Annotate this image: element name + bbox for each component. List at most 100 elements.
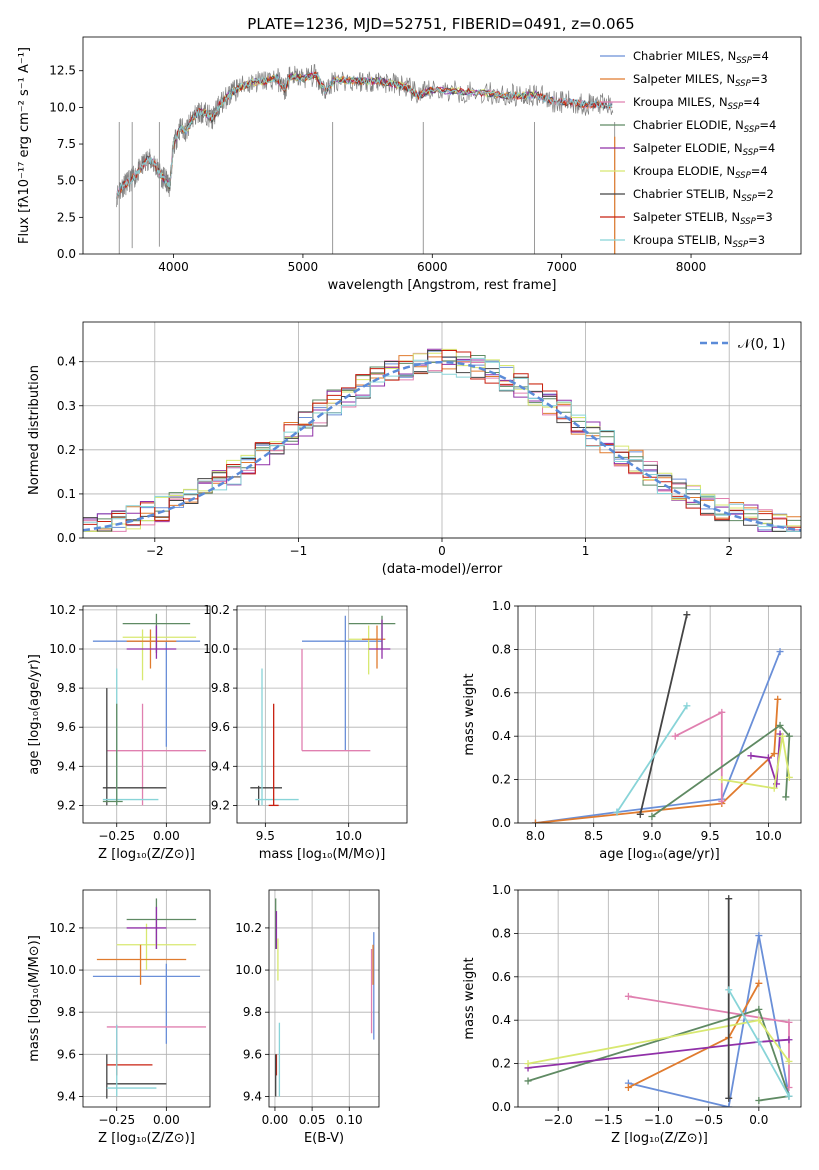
y-tick-label: 9.8: [57, 1005, 76, 1019]
weight-marker: [755, 1038, 763, 1046]
y-tick-label: 1.0: [492, 599, 511, 613]
y-tick-label: 0.8: [492, 642, 511, 656]
y-tick-label: 10.2: [203, 603, 230, 617]
y-tick-label: 12.5: [49, 64, 76, 78]
x-tick-label: 0.00: [153, 829, 180, 843]
axes-frame: [517, 889, 802, 1108]
x-tick-label: 10.0: [335, 829, 362, 843]
y-tick-label: 0.8: [492, 926, 511, 940]
legend-label: Kroupa ELODIE, NSSP=4: [633, 164, 768, 181]
y-tick-label: 0.4: [57, 355, 76, 369]
x-axis-label: age [log₁₀(age/yr)]: [599, 847, 720, 862]
model-line-8: [116, 71, 613, 200]
errorbar-point: [106, 703, 207, 806]
x-axis-label: Z [log₁₀(Z/Z⊙)]: [611, 1131, 708, 1146]
weight-marker: [776, 648, 784, 656]
weight-marker: [785, 1057, 793, 1065]
x-axis-label: wavelength [Angstrom, rest frame]: [328, 278, 557, 293]
x-tick-label: 0.00: [153, 1113, 180, 1127]
y-tick-label: 9.8: [57, 681, 76, 695]
age-vs-mass-panel: 9.5 10.0 9.2 9.4 9.6 9.8 10.0 10.2 mass [log₁₀(M…: [203, 603, 408, 862]
x-tick-label: −0.25: [98, 1113, 135, 1127]
y-tick-label: 0.2: [492, 1057, 511, 1071]
errorbar-point: [301, 649, 371, 752]
legend-label: Chabrier STELIB, NSSP=2: [633, 187, 774, 204]
x-tick-label: 4000: [158, 260, 189, 274]
y-tick-label: 0.0: [492, 1100, 511, 1114]
y-tick-label: 0.1: [57, 487, 76, 501]
residual-hist-plot-area: [83, 348, 801, 538]
errorbar-point: [255, 668, 299, 806]
weight-vs-age-grid: [518, 605, 801, 824]
age-vs-Z-panel: −0.25 0.00 9.2 9.4 9.6 9.8 10.0 10.2 Z [log₁₀(Z/…: [27, 603, 211, 862]
weight-marker: [725, 1103, 733, 1107]
age-vs-mass-grid: [237, 606, 407, 823]
observed-spectrum-line: [116, 64, 614, 208]
x-tick-label: 8000: [676, 260, 707, 274]
weight-marker: [755, 1096, 763, 1104]
weight-marker: [770, 784, 778, 792]
weight-marker: [524, 1060, 532, 1068]
y-tick-label: 0.0: [57, 531, 76, 545]
weight-marker: [718, 797, 726, 805]
axes-frame: [82, 889, 211, 1108]
y-axis-label: age [log₁₀(age/yr)]: [27, 654, 42, 775]
axes-frame: [268, 889, 380, 1108]
x-tick-label: 0.05: [299, 1113, 326, 1127]
errorbar-point: [106, 1054, 153, 1076]
x-tick-label: 9.5: [701, 829, 720, 843]
x-tick-label: −0.5: [694, 1113, 723, 1127]
weight-marker: [718, 776, 726, 784]
errorbar-point: [126, 906, 167, 949]
weight-marker: [785, 773, 793, 781]
x-tick-label: −1: [290, 544, 308, 558]
weight-vs-Z-grid: [518, 889, 801, 1108]
legend-label: Kroupa MILES, NSSP=4: [633, 95, 760, 112]
y-tick-label: 9.8: [243, 1005, 262, 1019]
weight-marker: [782, 793, 790, 801]
y-axis-label: mass weight: [462, 957, 477, 1039]
spectrum-legend: Chabrier MILES, NSSP=4 Salpeter MILES, NS…: [600, 49, 776, 250]
errorbar-point: [106, 1024, 207, 1055]
weight-marker: [774, 695, 782, 703]
x-axis-label: (data-model)/error: [382, 562, 503, 577]
weight-marker: [755, 932, 763, 940]
weight-marker: [785, 732, 793, 740]
weight-marker: [725, 1094, 733, 1102]
y-tick-label: 0.6: [492, 970, 511, 984]
y-tick-label: 7.5: [57, 137, 76, 151]
weight-marker: [725, 986, 733, 994]
weight-marker: [725, 895, 733, 903]
weight-marker: [755, 979, 763, 987]
x-tick-label: 8.0: [526, 829, 545, 843]
weight-marker: [785, 1036, 793, 1044]
weight-series-line: [639, 614, 688, 815]
weight-series-line: [674, 710, 723, 802]
errorbar-point: [102, 668, 159, 806]
x-tick-label: 0.00: [262, 1113, 289, 1127]
errorbar-point: [250, 785, 282, 806]
axes-frame: [517, 605, 802, 824]
normal-curve: [83, 360, 801, 532]
y-tick-label: 9.8: [211, 681, 230, 695]
model-line-5: [160, 71, 537, 189]
weight-series-line: [628, 935, 790, 1107]
weight-marker: [764, 754, 772, 762]
y-tick-label: 2.5: [57, 210, 76, 224]
y-tick-label: 0.0: [492, 816, 511, 830]
y-tick-label: 0.4: [492, 1013, 511, 1027]
y-tick-label: 10.2: [49, 921, 76, 935]
axes-frame: [82, 605, 211, 824]
y-tick-label: 9.2: [57, 798, 76, 812]
x-axis-label: E(B-V): [304, 1131, 344, 1146]
x-tick-label: 9.5: [256, 829, 275, 843]
y-tick-label: 0.2: [492, 773, 511, 787]
errorbar-point: [126, 898, 197, 949]
x-tick-label: −0.25: [98, 829, 135, 843]
y-tick-label: 10.0: [49, 100, 76, 114]
residual-hist-panel: −2 −1 0 1 2 0.0 0.1 0.2 0.3 0.4 (data-model)/error…: [27, 321, 802, 577]
weight-marker: [624, 1083, 632, 1091]
y-tick-label: 10.0: [49, 642, 76, 656]
x-tick-label: 5000: [288, 260, 319, 274]
y-axis-label: mass weight: [462, 673, 477, 755]
